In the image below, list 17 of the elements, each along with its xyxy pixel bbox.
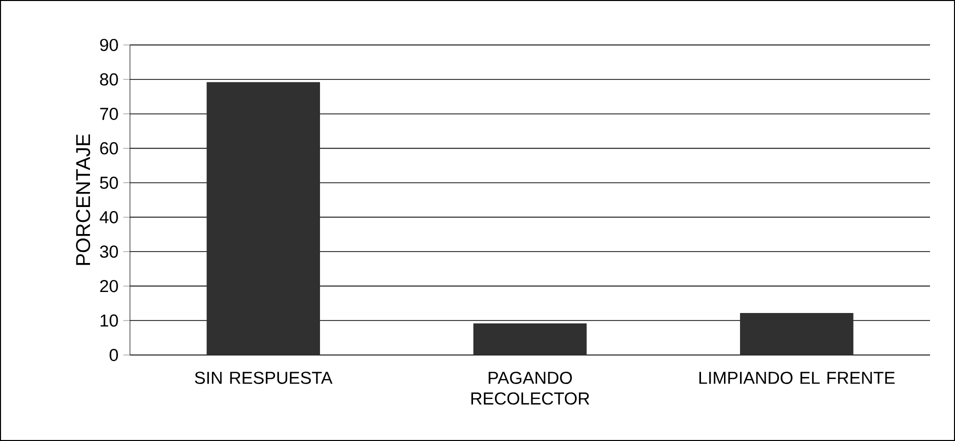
y-axis-title: PORCENTAJE <box>76 134 90 265</box>
y-tick-label: 20 <box>100 280 118 292</box>
y-tick-label: 80 <box>100 73 118 86</box>
y-tick-label: 10 <box>100 314 118 327</box>
x-tick-label: LIMPIANDO EL FRENTE <box>699 372 895 384</box>
y-tick-label: 30 <box>100 246 118 258</box>
y-tick-label: 70 <box>100 108 118 120</box>
y-tick-label: 90 <box>100 38 118 52</box>
y-tick-label: 40 <box>100 211 118 224</box>
y-tick-label: 60 <box>100 142 118 154</box>
y-tick-label: 0 <box>110 348 118 362</box>
bar <box>206 82 320 355</box>
bar <box>473 323 587 355</box>
x-tick-label: SIN RESPUESTA <box>194 372 332 384</box>
x-tick-label: PAGANDO RECOLECTOR <box>471 372 590 405</box>
bar <box>740 312 854 355</box>
y-tick-label: 50 <box>100 176 118 189</box>
